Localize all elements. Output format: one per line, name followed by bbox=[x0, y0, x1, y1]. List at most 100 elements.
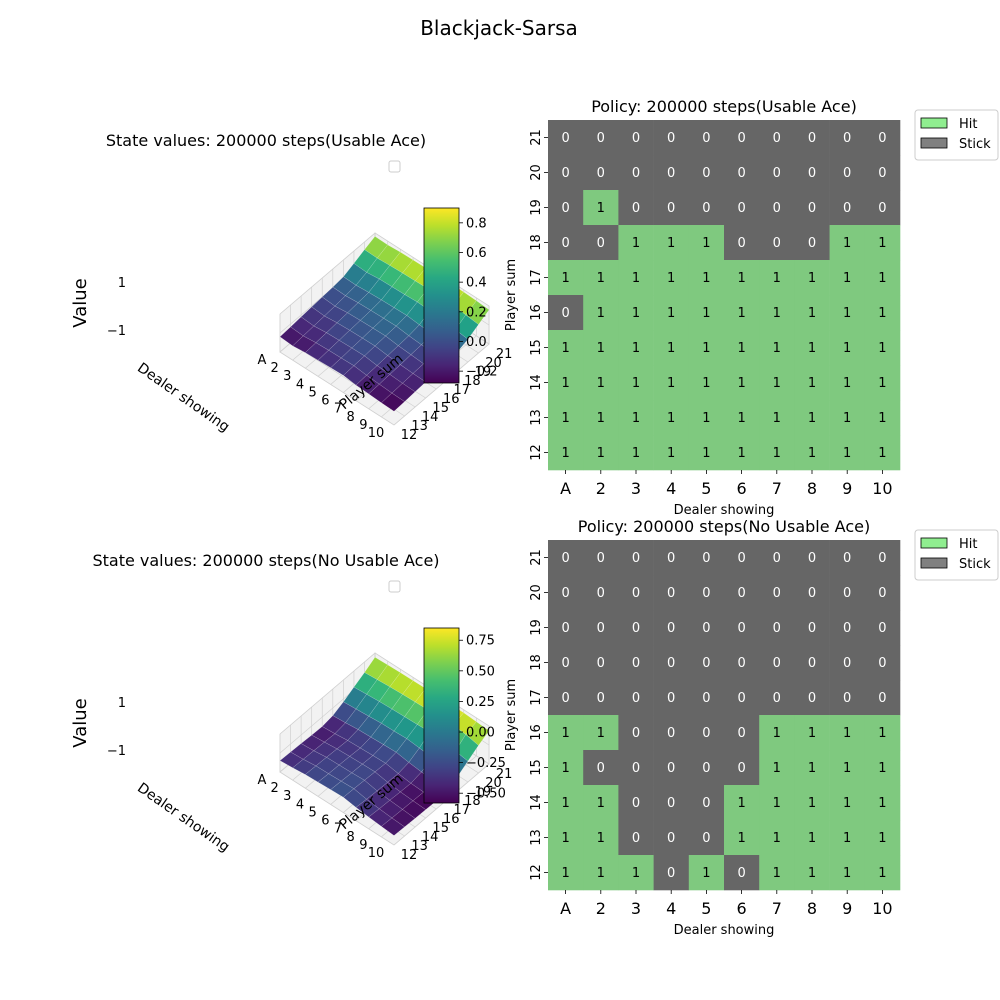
dealer-tick-label: 8 bbox=[807, 479, 817, 498]
legend-label-stick: Stick bbox=[959, 137, 991, 152]
policy-cell bbox=[829, 260, 866, 296]
policy-cell bbox=[864, 855, 901, 891]
policy-title-no-usable-ace: Policy: 200000 steps(No Usable Ace) bbox=[578, 517, 870, 536]
policy-cell bbox=[688, 400, 725, 436]
policy-cell bbox=[829, 400, 866, 436]
policy-cell bbox=[548, 120, 584, 156]
policy-cell-label: 1 bbox=[737, 271, 745, 286]
policy-cell bbox=[583, 155, 619, 191]
colorbar-tick-label: −0.25 bbox=[466, 756, 506, 771]
policy-cell-label: 0 bbox=[843, 166, 851, 181]
policy-cell-label: 1 bbox=[843, 271, 851, 286]
policy-cell bbox=[724, 820, 760, 856]
policy-cell bbox=[548, 540, 584, 576]
policy-cell-label: 0 bbox=[843, 691, 851, 706]
z-tick-label: 1 bbox=[118, 276, 126, 291]
policy-cell bbox=[583, 575, 619, 611]
player-tick-label: 21 bbox=[496, 767, 513, 782]
policy-cell bbox=[548, 400, 584, 436]
legend-frame bbox=[914, 529, 999, 581]
policy-cell bbox=[688, 575, 725, 611]
policy-cell bbox=[794, 295, 830, 331]
policy-cell-label: 0 bbox=[737, 726, 745, 741]
policy-cell bbox=[583, 645, 619, 681]
player-tick-label: 21 bbox=[496, 347, 513, 362]
policy-cell bbox=[653, 610, 690, 646]
policy-cell-label: 0 bbox=[561, 166, 569, 181]
policy-cell bbox=[794, 155, 830, 191]
policy-cell bbox=[829, 610, 866, 646]
policy-cell-label: 1 bbox=[597, 306, 605, 321]
player-tick-label: 21 bbox=[529, 129, 544, 146]
policy-cell bbox=[829, 785, 866, 821]
policy-cell-label: 1 bbox=[878, 411, 886, 426]
player-tick-label: 17 bbox=[454, 383, 471, 398]
player-tick-label: 17 bbox=[529, 269, 544, 286]
policy-cell bbox=[618, 155, 654, 191]
policy-cell-label: 0 bbox=[632, 761, 640, 776]
policy-cell-label: 1 bbox=[878, 376, 886, 391]
policy-cell-label: 0 bbox=[597, 621, 605, 636]
dealer-tick-label: 6 bbox=[321, 814, 329, 829]
dealer-tick-label: 3 bbox=[283, 789, 291, 804]
policy-cell-label: 0 bbox=[737, 201, 745, 216]
policy-cell bbox=[864, 120, 901, 156]
policy-cell bbox=[548, 365, 584, 401]
policy-cell bbox=[688, 190, 725, 226]
policy-cell-label: 1 bbox=[808, 796, 816, 811]
policy-cell-label: 0 bbox=[632, 621, 640, 636]
policy-cell-label: 0 bbox=[773, 236, 781, 251]
policy-cell-label: 1 bbox=[878, 236, 886, 251]
colorbar-usable-ace: 0.8 0.6 0.4 0.2 0.0 −0.2 bbox=[423, 207, 498, 384]
policy-cell bbox=[829, 715, 866, 751]
player-tick-label: 14 bbox=[422, 410, 439, 425]
player-tick-label: 14 bbox=[422, 830, 439, 845]
player-tick-label: 15 bbox=[529, 339, 544, 356]
policy-cell bbox=[583, 260, 619, 296]
policy-cell bbox=[548, 155, 584, 191]
dealer-tick-label: 3 bbox=[283, 369, 291, 384]
policy-cell bbox=[724, 295, 760, 331]
dealer-tick-label: A bbox=[560, 899, 571, 918]
policy-cell bbox=[548, 715, 584, 751]
policy-cell bbox=[724, 715, 760, 751]
policy-cell bbox=[724, 540, 760, 576]
policy-cell-label: 1 bbox=[808, 376, 816, 391]
policy-cell-label: 0 bbox=[702, 586, 710, 601]
legend-swatch-stick bbox=[920, 137, 948, 149]
policy-cell-label: 1 bbox=[808, 761, 816, 776]
policy-legend-usable-ace: Hit Stick bbox=[914, 109, 999, 161]
policy-cell-label: 1 bbox=[561, 376, 569, 391]
policy-cell bbox=[653, 295, 690, 331]
policy-cell bbox=[829, 575, 866, 611]
policy-cell-label: 1 bbox=[737, 341, 745, 356]
policy-cell bbox=[548, 680, 584, 716]
policy-cell bbox=[618, 715, 654, 751]
policy-cell-label: 0 bbox=[702, 831, 710, 846]
policy-cell-label: 1 bbox=[597, 201, 605, 216]
player-tick-label: 17 bbox=[529, 689, 544, 706]
policy-cell-label: 0 bbox=[773, 656, 781, 671]
player-tick-label: 20 bbox=[529, 584, 544, 601]
policy-cell bbox=[724, 645, 760, 681]
policy-cell-label: 1 bbox=[843, 306, 851, 321]
policy-cell-label: 0 bbox=[737, 866, 745, 881]
dealer-tick-label: A bbox=[560, 479, 571, 498]
policy-cell-label: 1 bbox=[561, 866, 569, 881]
policy-cell bbox=[688, 680, 725, 716]
surface-patch bbox=[381, 392, 405, 412]
policy-cell bbox=[759, 120, 795, 156]
policy-cell bbox=[794, 820, 830, 856]
surface-patch bbox=[381, 817, 405, 836]
policy-cell-label: 0 bbox=[632, 691, 640, 706]
policy-cell-label: 0 bbox=[843, 551, 851, 566]
policy-cell bbox=[724, 575, 760, 611]
colorbar-gradient bbox=[423, 627, 460, 804]
policy-cell bbox=[794, 575, 830, 611]
policy-cell bbox=[724, 155, 760, 191]
policy-cell bbox=[724, 120, 760, 156]
policy-cell-label: 1 bbox=[632, 271, 640, 286]
policy-cell-label: 0 bbox=[808, 586, 816, 601]
